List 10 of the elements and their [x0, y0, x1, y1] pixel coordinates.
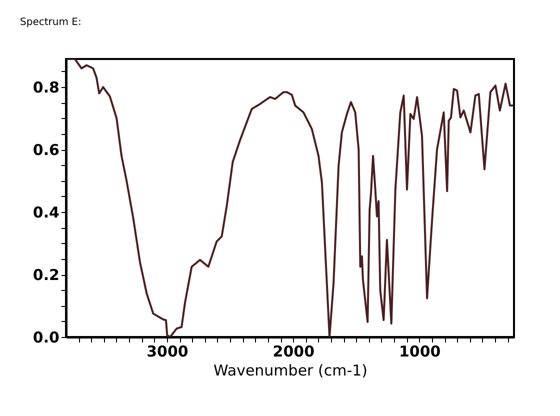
- y-tick-label: 0.2: [32, 266, 60, 284]
- x-axis-title: Wavenumber (cm-1): [214, 362, 368, 380]
- x-tick-label: 2000: [272, 342, 315, 360]
- y-tick-label: 0.0: [32, 328, 60, 346]
- y-tick-label: 0.4: [32, 204, 60, 222]
- x-tick-label: 3000: [146, 342, 188, 360]
- y-tick-label: 0.8: [32, 78, 60, 97]
- y-tick-label: 0.6: [32, 141, 60, 160]
- x-tick-label: 1000: [398, 342, 441, 360]
- chart-title: Spectrum E:: [20, 17, 82, 28]
